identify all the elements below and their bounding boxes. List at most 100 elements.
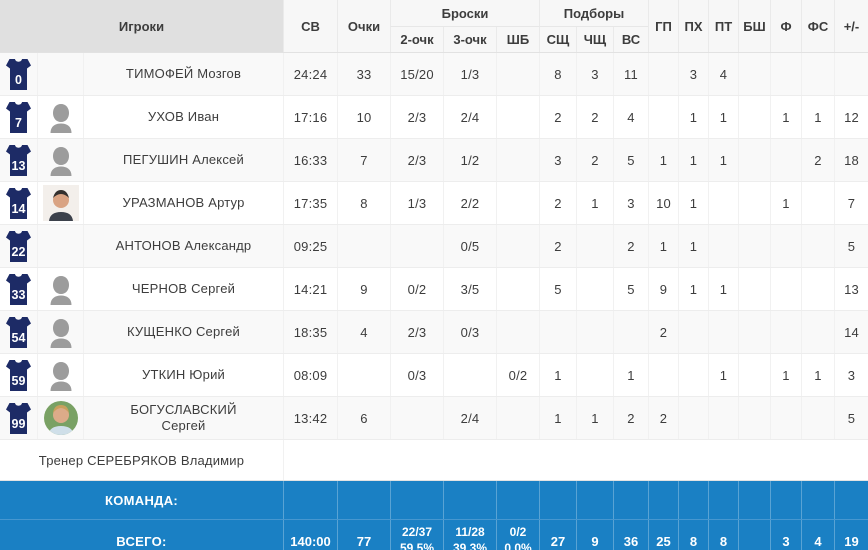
- total-2pt: 22/37 59.5%: [390, 520, 443, 550]
- total-points: 77: [337, 520, 390, 550]
- stat-plus-minus: [834, 53, 868, 95]
- stat-blocks: [738, 354, 770, 396]
- stat-p2: [390, 397, 443, 439]
- stat-fouls: [770, 268, 801, 310]
- stat-p3: 1/3: [443, 53, 496, 95]
- stat-assists: 10: [648, 182, 678, 224]
- total-reb-off: 27: [539, 520, 576, 550]
- header-time: СВ: [283, 0, 337, 52]
- stat-assists: 2: [648, 397, 678, 439]
- stat-steals: [678, 397, 708, 439]
- header-shots-group: Броски: [390, 0, 539, 27]
- stat-points: [337, 225, 390, 267]
- stat-time: 14:21: [283, 268, 337, 310]
- stat-reb-off: 8: [539, 53, 576, 95]
- total-plus-minus: 19: [834, 520, 868, 550]
- stat-reb-def: 2: [576, 96, 613, 138]
- stat-reb-tot: 3: [613, 182, 648, 224]
- stat-ft: [496, 268, 539, 310]
- stat-fouls-drawn: [801, 53, 834, 95]
- table-header: Игроки СВ Очки Броски Подборы 2-очк 3-оч…: [0, 0, 868, 53]
- stat-reb-tot: 1: [613, 354, 648, 396]
- svg-text:7: 7: [15, 116, 22, 130]
- total-3pt: 11/28 39.3%: [443, 520, 496, 550]
- stat-plus-minus: 12: [834, 96, 868, 138]
- stat-blocks: [738, 225, 770, 267]
- stat-time: 16:33: [283, 139, 337, 181]
- total-ft-frac: 0/2: [509, 525, 527, 540]
- header-assists: ГП: [648, 0, 678, 52]
- stat-turnovers: 1: [708, 354, 738, 396]
- stat-turnovers: 1: [708, 139, 738, 181]
- stat-time: 08:09: [283, 354, 337, 396]
- total-3pt-pct: 39.3%: [452, 541, 488, 550]
- avatar-cell: [37, 225, 83, 267]
- stat-p2: 2/3: [390, 139, 443, 181]
- stat-fouls-drawn: [801, 268, 834, 310]
- stat-ft: [496, 96, 539, 138]
- stat-fouls: 1: [770, 96, 801, 138]
- stat-steals: [678, 354, 708, 396]
- stat-reb-off: 1: [539, 397, 576, 439]
- player-photo: [42, 185, 79, 221]
- stat-reb-off: 2: [539, 96, 576, 138]
- stat-fouls: [770, 53, 801, 95]
- stat-blocks: [738, 96, 770, 138]
- stat-reb-off: 1: [539, 354, 576, 396]
- stat-time: 24:24: [283, 53, 337, 95]
- stat-fouls-drawn: [801, 225, 834, 267]
- stat-p2: 0/3: [390, 354, 443, 396]
- jersey-icon: 59: [6, 359, 31, 391]
- stat-p2: 2/3: [390, 311, 443, 353]
- avatar-cell: [37, 53, 83, 95]
- jersey-icon: 7: [6, 101, 31, 133]
- stat-ft: [496, 397, 539, 439]
- total-fouls-drawn: 4: [801, 520, 834, 550]
- team-stat-empty: [443, 481, 496, 519]
- jersey-icon: 13: [6, 144, 31, 176]
- stat-time: 17:35: [283, 182, 337, 224]
- player-rows: 0 ТИМОФЕЙ Мозгов 24:24 33 15/20 1/3 8 3 11 3 4 7 …: [0, 53, 868, 440]
- total-time: 140:00: [283, 520, 337, 550]
- jersey-cell: 22: [0, 225, 37, 267]
- total-blocks: [738, 520, 770, 550]
- stat-plus-minus: 3: [834, 354, 868, 396]
- team-stat-empty: [770, 481, 801, 519]
- stat-blocks: [738, 268, 770, 310]
- stat-fouls: 1: [770, 182, 801, 224]
- svg-text:59: 59: [12, 374, 26, 388]
- stat-p2: 1/3: [390, 182, 443, 224]
- jersey-cell: 99: [0, 397, 37, 439]
- stat-reb-off: 2: [539, 225, 576, 267]
- stat-turnovers: [708, 225, 738, 267]
- stat-p2: [390, 225, 443, 267]
- coach-row: Тренер СЕРЕБРЯКОВ Владимир: [0, 440, 868, 481]
- svg-text:13: 13: [12, 159, 26, 173]
- stat-fouls: [770, 139, 801, 181]
- total-turnovers: 8: [708, 520, 738, 550]
- stat-points: 8: [337, 182, 390, 224]
- stat-p3: 0/3: [443, 311, 496, 353]
- person-silhouette-icon: [50, 318, 71, 348]
- player-row-22: 22 АНТОНОВ Александр 09:25 0/5 2 2 1 1 5: [0, 225, 868, 268]
- stat-p3: [443, 354, 496, 396]
- jersey-icon: 22: [6, 230, 31, 262]
- stat-fouls-drawn: [801, 397, 834, 439]
- stat-reb-def: 2: [576, 139, 613, 181]
- stat-plus-minus: 5: [834, 397, 868, 439]
- jersey-cell: 13: [0, 139, 37, 181]
- stat-ft: [496, 53, 539, 95]
- coach-name: Тренер СЕРЕБРЯКОВ Владимир: [38, 452, 245, 468]
- stat-fouls-drawn: 1: [801, 354, 834, 396]
- player-photo: [43, 401, 78, 435]
- team-stat-empty: [648, 481, 678, 519]
- stat-turnovers: [708, 182, 738, 224]
- jersey-cell: 59: [0, 354, 37, 396]
- stat-steals: 1: [678, 96, 708, 138]
- stat-reb-tot: [613, 311, 648, 353]
- player-row-59: 59 УТКИН Юрий 08:09 0/3 0/2 1 1 1 1 1 3: [0, 354, 868, 397]
- player-row-54: 54 КУЩЕНКО Сергей 18:35 4 2/3 0/3 2 14: [0, 311, 868, 354]
- stat-fouls-drawn: 2: [801, 139, 834, 181]
- jersey-icon: 33: [6, 273, 31, 305]
